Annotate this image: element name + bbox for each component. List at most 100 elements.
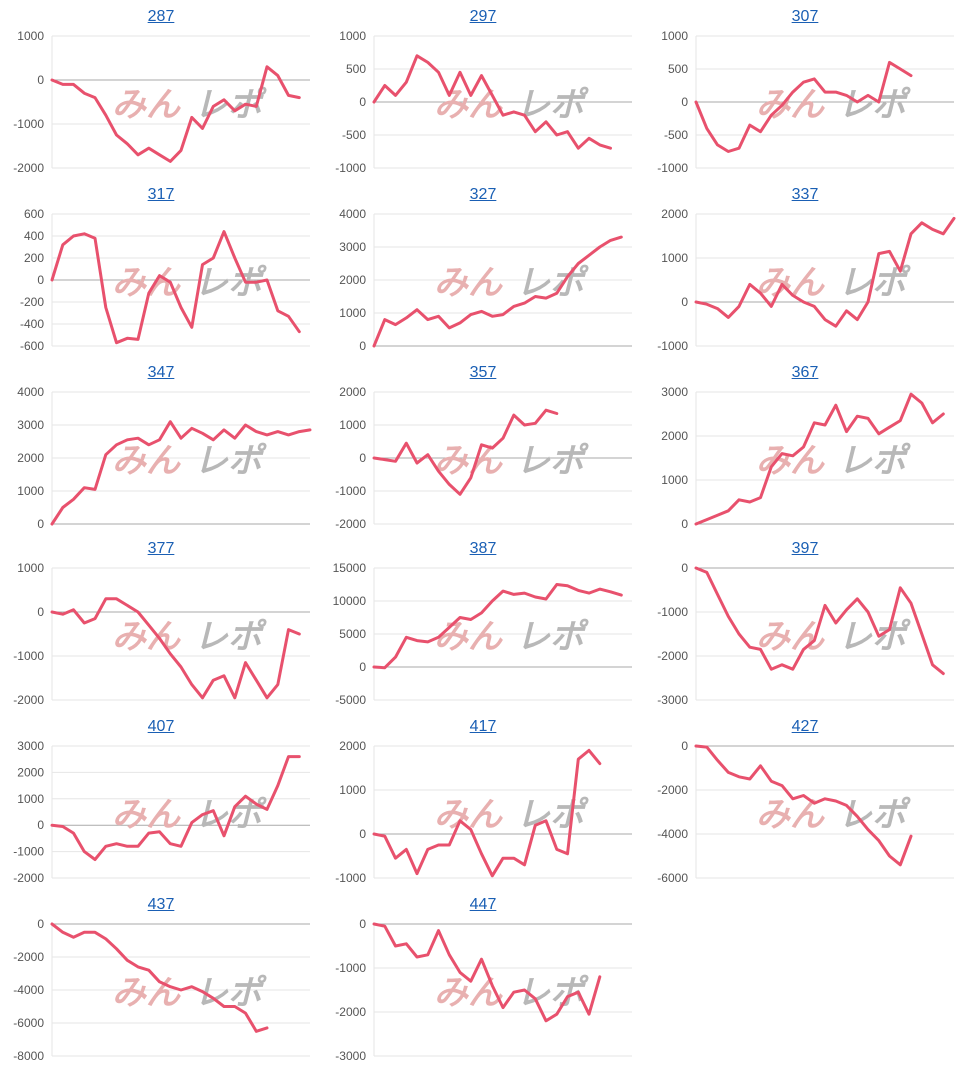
chart-title-link[interactable]: 307 — [791, 8, 819, 25]
series-line — [372, 583, 623, 670]
chart-panel-297: 297 1000 500 0 -500 -1000 みん レポ — [322, 6, 644, 182]
chart-title-link[interactable]: 347 — [147, 364, 175, 381]
y-tick-label: 1000 — [661, 29, 688, 43]
y-tick-label: -2000 — [657, 649, 688, 663]
chart-title-link[interactable]: 287 — [147, 8, 175, 25]
watermark-logo: みん レポ — [756, 263, 911, 303]
series-line — [50, 65, 301, 163]
chart-panel-347: 347 4000 3000 2000 1000 0 みん レポ — [0, 362, 322, 538]
line-chart: 3000 2000 1000 0 -1000 -2000 みん レポ — [13, 739, 310, 885]
y-tick-label: -1000 — [335, 871, 366, 885]
y-tick-label: -1000 — [657, 605, 688, 619]
line-chart: 1000 500 0 -500 -1000 みん レポ — [335, 29, 632, 175]
y-tick-label: 5000 — [339, 627, 366, 641]
chart-panel-327: 327 4000 3000 2000 1000 0 みん レポ — [322, 184, 644, 360]
series-line — [372, 922, 602, 1023]
watermark-text-pink: みん — [434, 263, 503, 303]
watermark-text-pink: みん — [756, 263, 825, 303]
watermark-text-gray: レポ — [194, 441, 267, 481]
y-tick-label: 1000 — [339, 306, 366, 320]
y-tick-label: -5000 — [335, 693, 366, 707]
y-tick-label: -1000 — [13, 845, 44, 859]
y-tick-label: 500 — [668, 62, 688, 76]
y-tick-label: -1000 — [657, 339, 688, 353]
y-tick-label: 4000 — [17, 385, 44, 399]
y-tick-label: 3000 — [17, 739, 44, 753]
y-tick-label: -2000 — [13, 161, 44, 175]
y-tick-label: 400 — [24, 229, 44, 243]
y-tick-label: 2000 — [339, 385, 366, 399]
line-chart: 15000 10000 5000 0 -5000 みん レポ — [333, 561, 632, 707]
line-chart: 1000 500 0 -500 -1000 みん レポ — [657, 29, 954, 175]
chart-panel-377: 377 1000 0 -1000 -2000 みん レポ — [0, 538, 322, 714]
y-tick-label: 0 — [359, 339, 366, 353]
chart-title-link[interactable]: 387 — [469, 540, 497, 557]
watermark-logo: みん レポ — [112, 973, 267, 1013]
y-tick-label: -1000 — [657, 161, 688, 175]
series-line — [372, 408, 559, 496]
line-chart: 4000 3000 2000 1000 0 みん レポ — [17, 385, 312, 531]
y-tick-label: -500 — [664, 128, 688, 142]
watermark-text-pink: みん — [756, 85, 825, 125]
y-tick-label: 0 — [359, 827, 366, 841]
y-tick-label: 0 — [37, 818, 44, 832]
chart-title-link[interactable]: 427 — [791, 718, 819, 735]
y-tick-label: 1000 — [17, 561, 44, 575]
y-tick-label: 0 — [359, 95, 366, 109]
chart-title-link[interactable]: 447 — [469, 896, 497, 913]
watermark-logo: みん レポ — [112, 441, 267, 481]
y-tick-label: 1000 — [339, 783, 366, 797]
chart-title-link[interactable]: 407 — [147, 718, 175, 735]
chart-title-link[interactable]: 417 — [469, 718, 497, 735]
watermark-text-gray: レポ — [516, 617, 589, 657]
y-tick-label: 1000 — [17, 29, 44, 43]
chart-panel-307: 307 1000 500 0 -500 -1000 みん レポ — [644, 6, 966, 182]
chart-title-link[interactable]: 397 — [791, 540, 819, 557]
chart-title-link[interactable]: 437 — [147, 896, 175, 913]
watermark-text-gray: レポ — [194, 617, 267, 657]
y-tick-label: 0 — [359, 660, 366, 674]
watermark-text-pink: みん — [756, 617, 825, 657]
chart-title-link[interactable]: 367 — [791, 364, 819, 381]
y-tick-label: 10000 — [333, 594, 367, 608]
y-tick-label: 2000 — [17, 451, 44, 465]
watermark-text-gray: レポ — [516, 263, 589, 303]
chart-panel-317: 317 600 400 200 0 -200 -400 -600 みん レポ — [0, 184, 322, 360]
y-tick-label: 0 — [681, 95, 688, 109]
y-tick-label: -1000 — [335, 484, 366, 498]
chart-title-link[interactable]: 327 — [469, 186, 497, 203]
y-tick-label: 0 — [681, 561, 688, 575]
y-tick-label: -400 — [20, 317, 44, 331]
y-tick-label: 1000 — [661, 251, 688, 265]
y-tick-label: 2000 — [661, 429, 688, 443]
y-tick-label: 2000 — [17, 765, 44, 779]
chart-title-link[interactable]: 297 — [469, 8, 497, 25]
chart-title-link[interactable]: 357 — [469, 364, 497, 381]
y-tick-label: -200 — [20, 295, 44, 309]
y-tick-label: -4000 — [13, 983, 44, 997]
line-chart: 0 -1000 -2000 -3000 みん レポ — [657, 561, 954, 707]
series-line — [50, 755, 301, 861]
watermark-logo: みん レポ — [434, 263, 589, 303]
watermark-text-pink: みん — [112, 85, 181, 125]
chart-title-link[interactable]: 377 — [147, 540, 175, 557]
y-tick-label: -600 — [20, 339, 44, 353]
y-tick-label: -2000 — [13, 950, 44, 964]
line-chart: 2000 1000 0 -1000 -2000 みん レポ — [335, 385, 632, 531]
y-tick-label: 3000 — [17, 418, 44, 432]
chart-title-link[interactable]: 317 — [147, 186, 175, 203]
chart-title-link[interactable]: 337 — [791, 186, 819, 203]
y-tick-label: -6000 — [657, 871, 688, 885]
chart-panel-447: 447 0 -1000 -2000 -3000 みん レポ — [322, 894, 644, 1070]
y-tick-label: 1000 — [661, 473, 688, 487]
line-chart: 3000 2000 1000 0 みん レポ — [661, 385, 954, 531]
watermark-logo: みん レポ — [112, 617, 267, 657]
y-tick-label: 0 — [681, 739, 688, 753]
y-tick-label: -3000 — [335, 1049, 366, 1063]
chart-panel-427: 427 0 -2000 -4000 -6000 みん レポ — [644, 716, 966, 892]
